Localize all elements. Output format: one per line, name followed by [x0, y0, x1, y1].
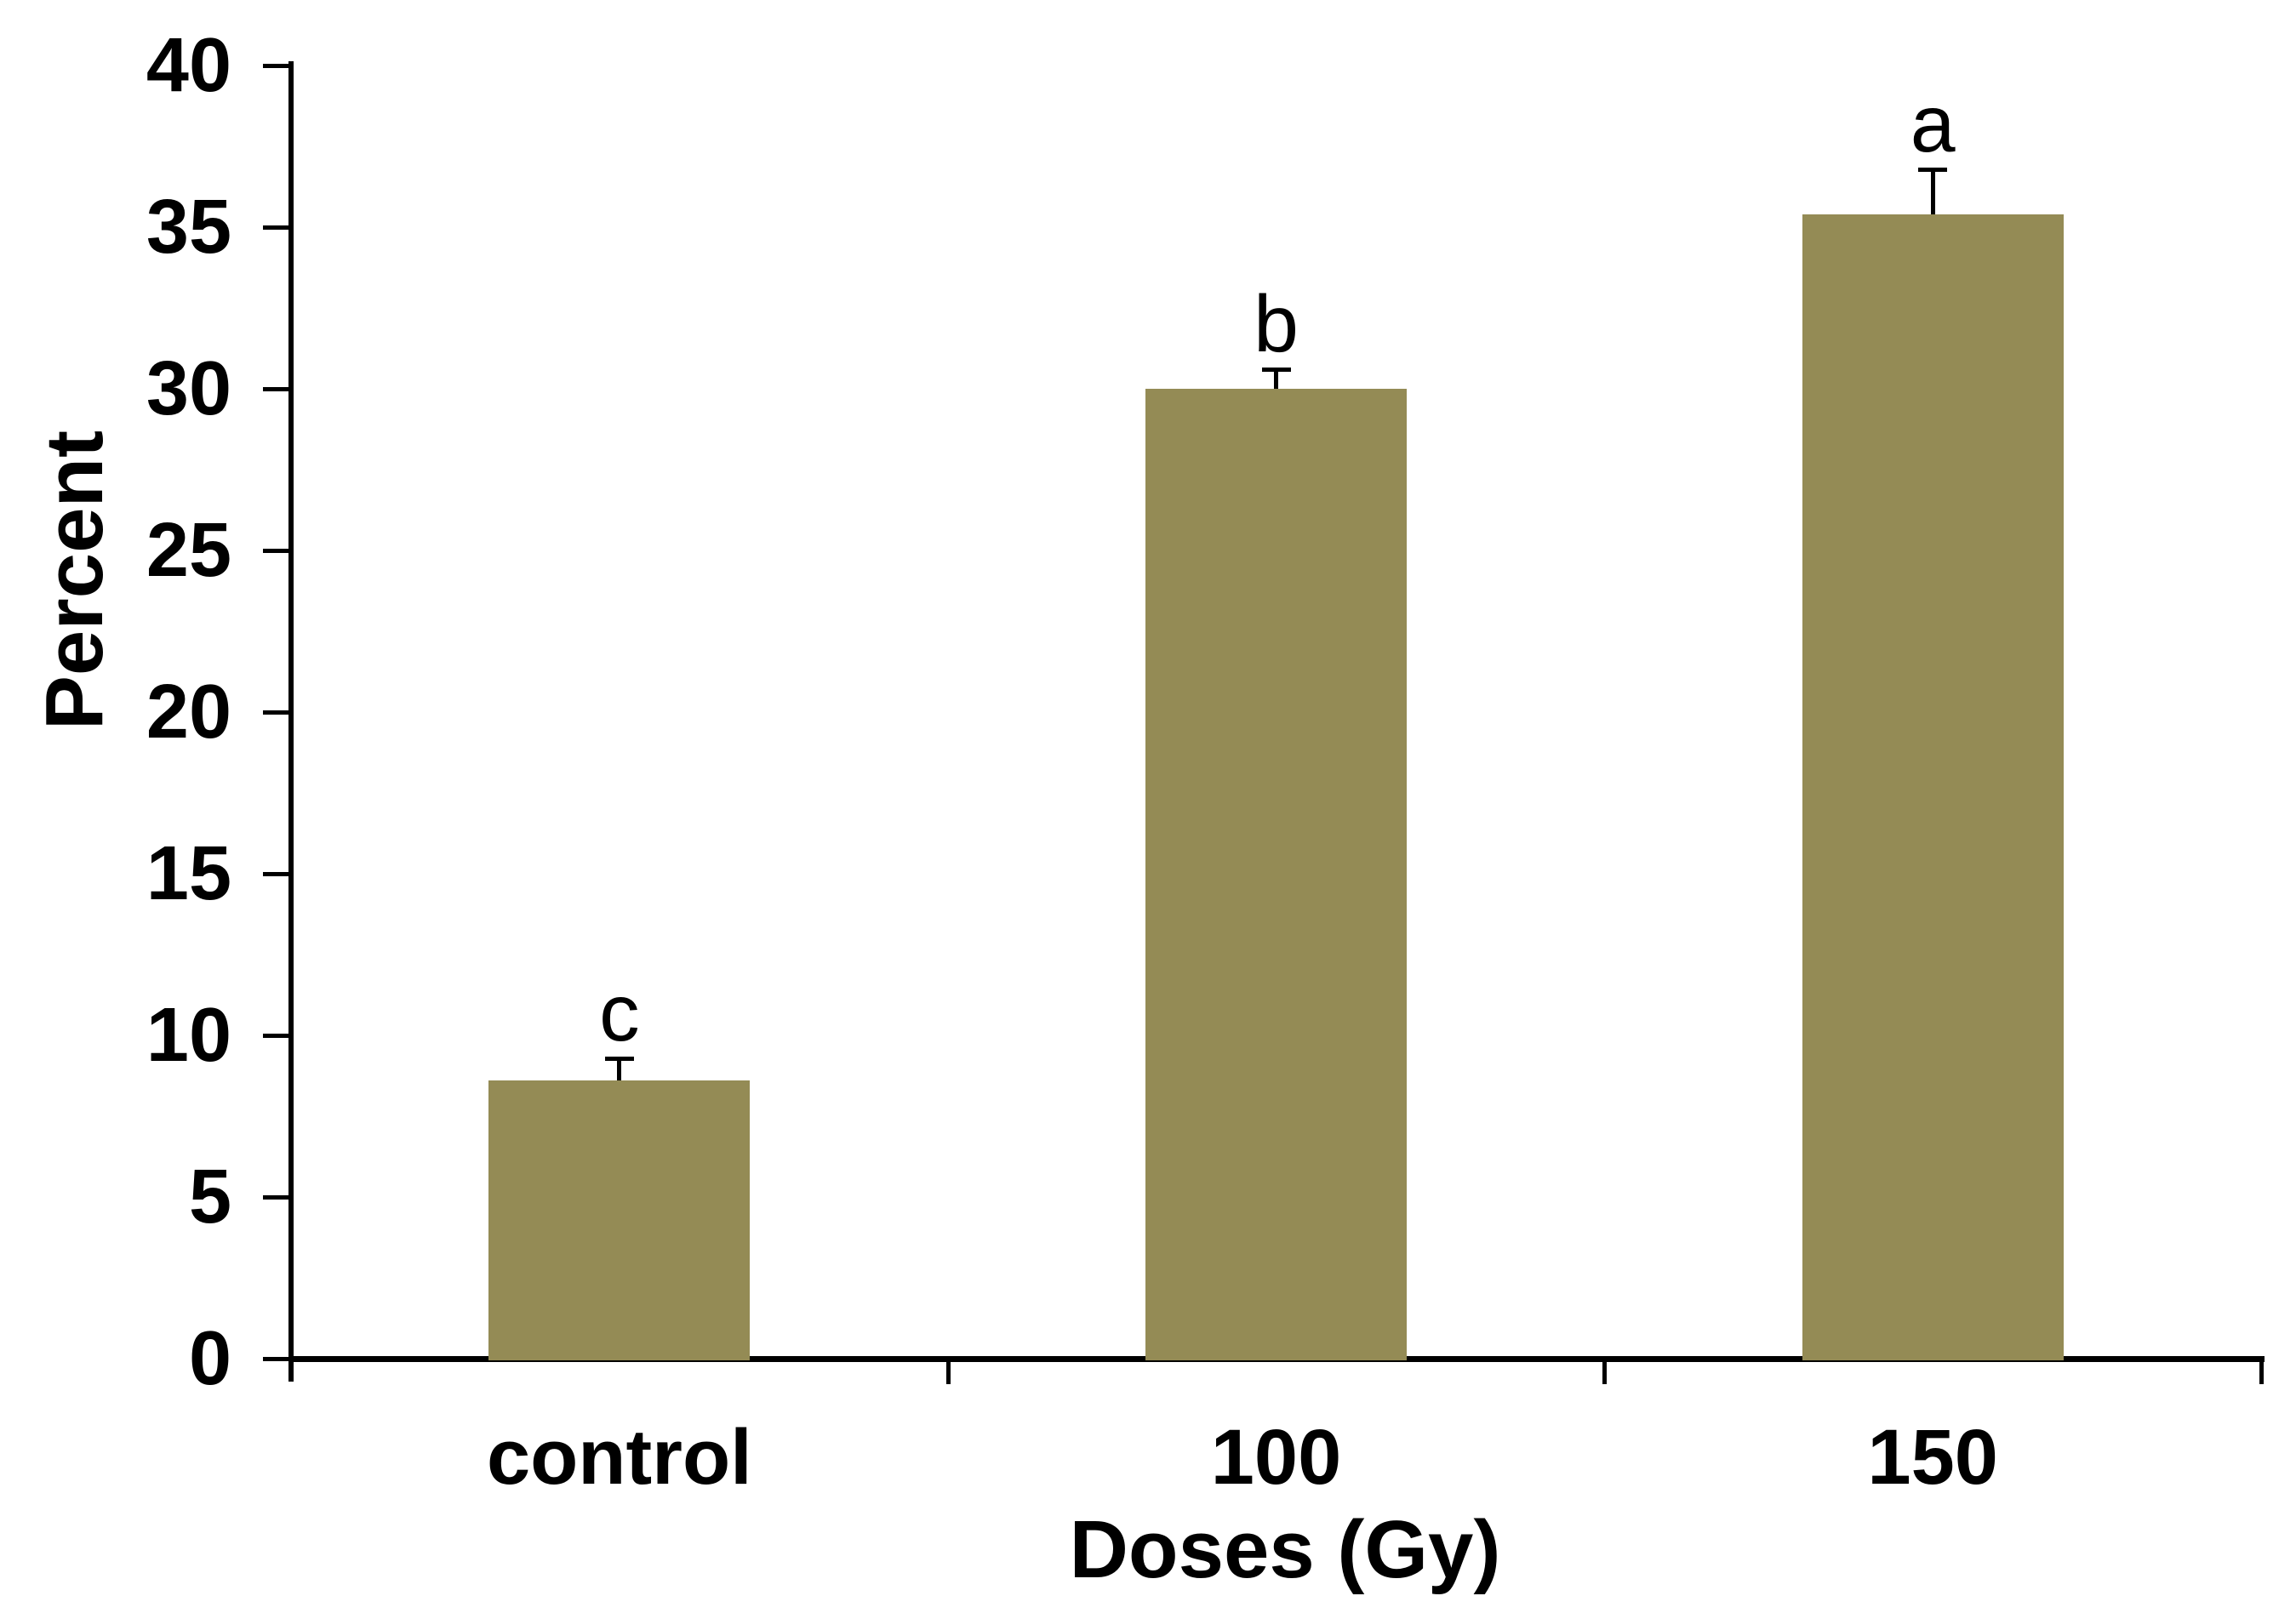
- error-bar-line: [1274, 369, 1278, 389]
- y-axis-tick: [263, 387, 288, 391]
- error-bar-line: [1930, 168, 1935, 214]
- y-axis-tick: [263, 549, 288, 553]
- x-category-label: 150: [1867, 1414, 1998, 1501]
- error-bar-cap: [1261, 368, 1291, 373]
- x-category-label: 100: [1210, 1414, 1342, 1501]
- y-axis-tick: [263, 1034, 288, 1038]
- bar-control: [488, 1080, 751, 1360]
- x-category-label: control: [486, 1414, 752, 1501]
- significance-letter: a: [1910, 78, 1956, 169]
- error-bar-line: [617, 1057, 622, 1081]
- error-bar-cap: [604, 1056, 634, 1061]
- y-axis-tick: [263, 225, 288, 230]
- x-axis-tick: [1602, 1361, 1608, 1384]
- y-tick-label: 40: [146, 23, 231, 108]
- y-axis-tick: [263, 710, 288, 715]
- y-tick-label: 20: [146, 670, 231, 755]
- y-tick-label: 10: [146, 993, 231, 1078]
- y-tick-label: 30: [146, 346, 231, 431]
- bar-150: [1802, 214, 2064, 1360]
- y-axis-tick: [263, 64, 288, 68]
- significance-letter: c: [599, 967, 640, 1058]
- bar-100: [1145, 389, 1407, 1360]
- x-axis-title: Doses (Gy): [1069, 1504, 1501, 1595]
- y-tick-label: 5: [188, 1154, 231, 1240]
- y-tick-label: 15: [146, 831, 231, 916]
- y-tick-label: 35: [146, 185, 231, 270]
- y-axis-tick: [263, 1195, 288, 1200]
- y-tick-label: 0: [188, 1316, 231, 1401]
- significance-letter: b: [1254, 279, 1299, 370]
- x-axis-tick: [2259, 1361, 2264, 1384]
- y-axis-tick: [263, 1357, 288, 1361]
- x-axis-tick: [945, 1361, 951, 1384]
- y-axis-tick: [263, 872, 288, 876]
- y-axis-line: [288, 61, 294, 1382]
- error-bar-cap: [1918, 167, 1948, 172]
- y-tick-label: 25: [146, 508, 231, 593]
